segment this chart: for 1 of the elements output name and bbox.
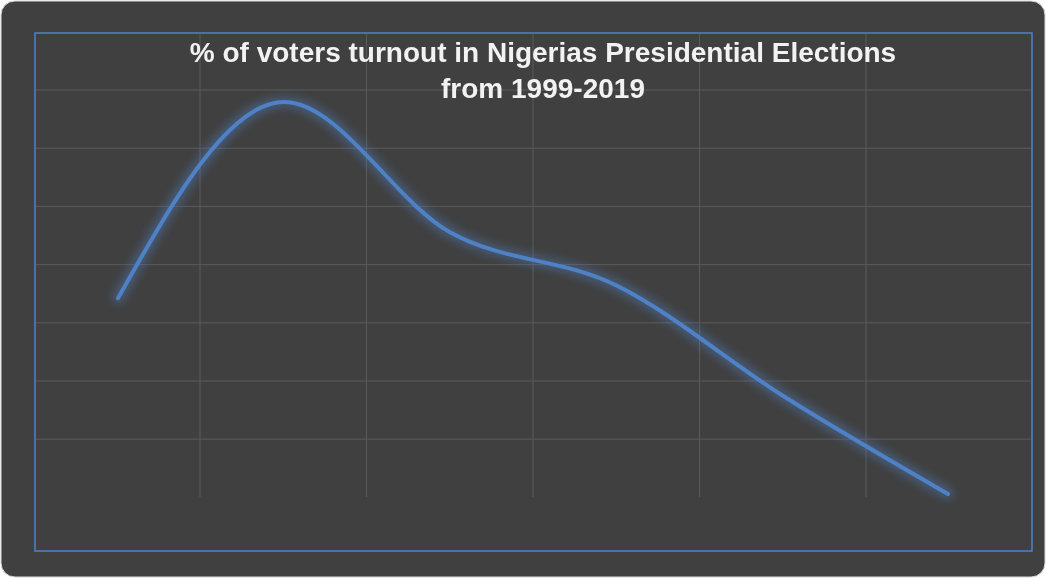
- chart-title: % of voters turnout in Nigerias Presidential Elections from 1999-2019: [189, 37, 897, 104]
